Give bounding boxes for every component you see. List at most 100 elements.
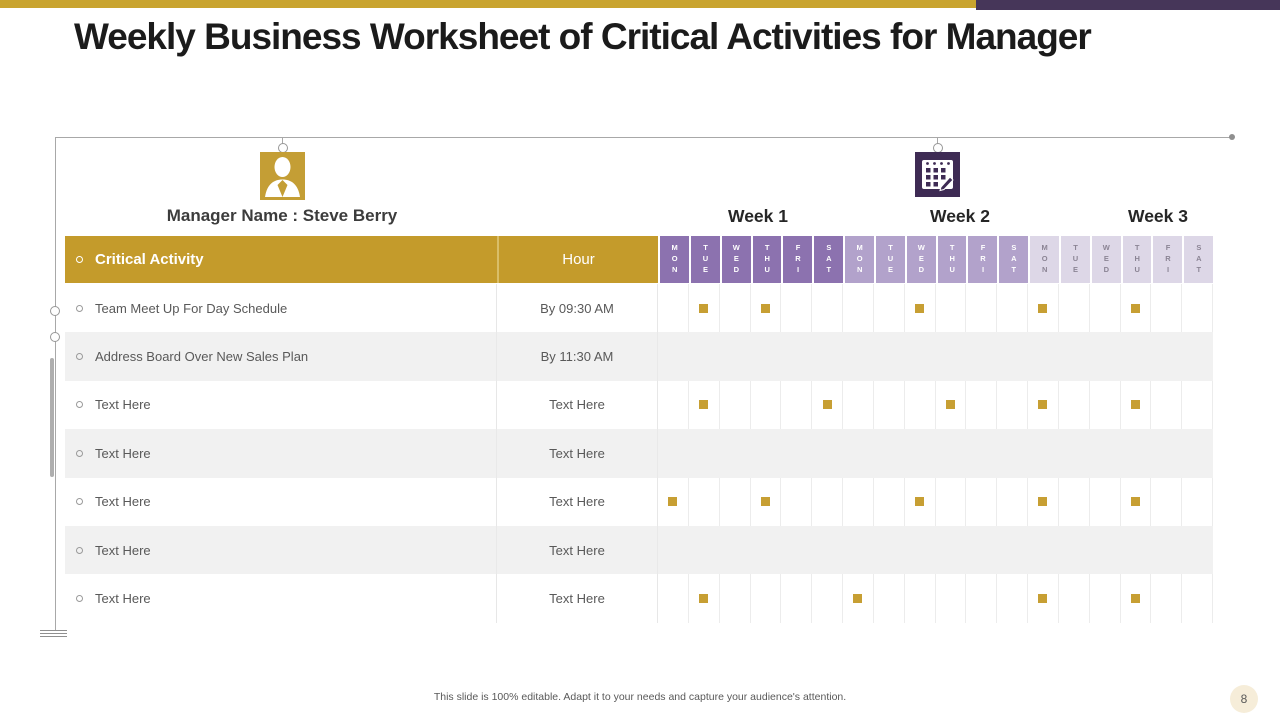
day-cell xyxy=(1121,525,1152,575)
activity-marker xyxy=(1038,497,1048,507)
activity-cell: Text Here xyxy=(65,525,497,575)
day-cell xyxy=(689,574,720,623)
day-cell xyxy=(936,284,967,333)
activity-marker xyxy=(760,303,770,313)
day-label: FRI xyxy=(978,243,988,276)
guide-line-vertical xyxy=(55,137,56,630)
day-cell xyxy=(781,380,813,430)
day-cell xyxy=(843,284,874,333)
handle-stem xyxy=(937,138,938,144)
day-cell xyxy=(1028,525,1059,575)
bullet-icon xyxy=(76,546,83,554)
day-cell xyxy=(905,477,936,526)
selection-handle-icon xyxy=(50,306,60,316)
day-label: WED xyxy=(731,243,741,276)
day-cell xyxy=(1121,284,1152,333)
day-cell xyxy=(751,380,782,430)
day-cell xyxy=(781,284,813,333)
day-cell xyxy=(689,525,720,575)
activity-text: Address Board Over New Sales Plan xyxy=(95,349,309,365)
day-cell xyxy=(843,380,874,430)
day-column-header: WED xyxy=(719,236,751,283)
day-cell xyxy=(1151,574,1183,623)
day-label: MON xyxy=(670,243,680,276)
page-number-badge: 8 xyxy=(1230,685,1258,713)
day-cell xyxy=(720,284,751,333)
day-cell xyxy=(720,380,751,430)
activity-cell: Text Here xyxy=(65,477,497,526)
day-cell xyxy=(1028,429,1059,478)
day-cell xyxy=(936,380,967,430)
activity-marker xyxy=(760,497,770,507)
day-cell xyxy=(905,380,936,430)
table-header-row: Critical Activity Hour MON TUE WED THU FRI SA… xyxy=(65,236,1213,283)
ground-symbol-line xyxy=(40,630,67,631)
day-label: FRI xyxy=(793,243,803,276)
day-column-header: WED xyxy=(904,236,936,283)
day-label: WED xyxy=(1101,243,1111,276)
top-accent-bar-gold xyxy=(0,0,976,8)
day-cell xyxy=(658,284,689,333)
activity-marker xyxy=(699,594,709,604)
day-cell xyxy=(997,525,1028,575)
hour-cell: Text Here xyxy=(497,574,658,623)
activity-text: Text Here xyxy=(95,591,151,607)
guide-end-dot xyxy=(1229,134,1235,140)
table-row: Text Here Text Here xyxy=(65,429,1213,478)
hour-text: Text Here xyxy=(549,397,605,413)
day-cell xyxy=(689,429,720,478)
day-cell xyxy=(658,429,689,478)
slide-title: Weekly Business Worksheet of Critical Ac… xyxy=(74,16,1092,57)
day-cell xyxy=(1121,574,1152,623)
day-label: THU xyxy=(947,243,957,276)
day-cell xyxy=(1090,284,1121,333)
bullet-icon xyxy=(76,498,83,506)
day-cell xyxy=(905,284,936,333)
day-cell xyxy=(781,574,813,623)
day-cell xyxy=(997,380,1028,430)
day-cell xyxy=(936,332,967,381)
table-body: Team Meet Up For Day Schedule By 09:30 AM… xyxy=(65,284,1213,623)
day-column-header: SAT xyxy=(997,236,1028,283)
hour-cell: By 09:30 AM xyxy=(497,284,658,333)
day-cell xyxy=(874,525,905,575)
column-header-label: Hour xyxy=(562,251,595,268)
day-cell xyxy=(720,429,751,478)
day-cell xyxy=(812,332,843,381)
guide-thick-bar xyxy=(50,358,54,477)
activity-cell: Text Here xyxy=(65,380,497,430)
bullet-icon xyxy=(76,256,83,263)
day-column-header: THU xyxy=(750,236,782,283)
day-cell xyxy=(1028,574,1059,623)
day-cell xyxy=(1121,429,1152,478)
activity-marker xyxy=(1130,400,1140,410)
day-cell xyxy=(1151,429,1183,478)
day-cell xyxy=(751,525,782,575)
selection-handle-icon xyxy=(50,332,60,342)
activity-text: Text Here xyxy=(95,494,151,510)
activity-text: Team Meet Up For Day Schedule xyxy=(95,300,288,316)
activity-marker xyxy=(945,400,955,410)
day-column-header: TUE xyxy=(873,236,905,283)
day-cell xyxy=(1059,332,1090,381)
day-cell xyxy=(905,525,936,575)
day-column-header: TUE xyxy=(1058,236,1090,283)
hour-text: Text Here xyxy=(549,542,605,558)
day-label: THU xyxy=(762,243,772,276)
day-cell xyxy=(812,429,843,478)
day-cell xyxy=(966,429,998,478)
day-column-header: THU xyxy=(935,236,967,283)
day-cell xyxy=(874,477,905,526)
day-cell xyxy=(843,477,874,526)
day-cell xyxy=(966,284,998,333)
calendar-glyph-icon xyxy=(922,160,954,192)
hour-text: Text Here xyxy=(549,494,605,510)
manager-icon xyxy=(260,152,305,200)
day-cell xyxy=(1090,429,1121,478)
activity-marker xyxy=(1038,400,1048,410)
day-cell xyxy=(874,332,905,381)
day-cell xyxy=(689,477,720,526)
day-cell xyxy=(812,284,843,333)
day-cell xyxy=(1121,332,1152,381)
activity-cell: Text Here xyxy=(65,429,497,478)
